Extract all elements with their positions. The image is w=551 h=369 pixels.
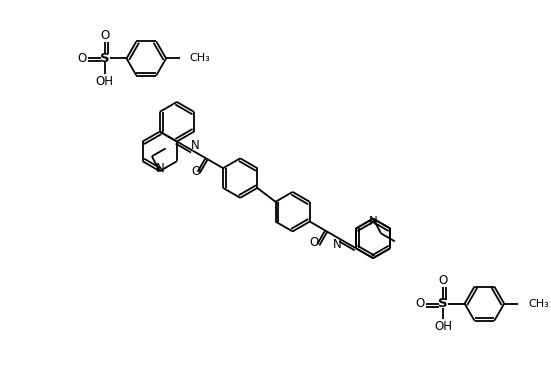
- Text: O: O: [192, 165, 201, 177]
- Text: O: O: [78, 52, 87, 65]
- Text: N: N: [155, 162, 164, 175]
- Text: N: N: [369, 215, 377, 228]
- Text: CH₃: CH₃: [190, 54, 210, 63]
- Text: S: S: [438, 297, 448, 310]
- Text: O: O: [100, 29, 110, 42]
- Text: S: S: [100, 52, 110, 65]
- Text: O: O: [438, 275, 447, 287]
- Text: OH: OH: [434, 320, 452, 333]
- Text: O: O: [415, 297, 425, 310]
- Text: O: O: [309, 236, 318, 249]
- Text: CH₃: CH₃: [528, 299, 549, 308]
- Text: OH: OH: [96, 75, 114, 88]
- Text: N: N: [191, 139, 199, 152]
- Text: N: N: [333, 238, 342, 251]
